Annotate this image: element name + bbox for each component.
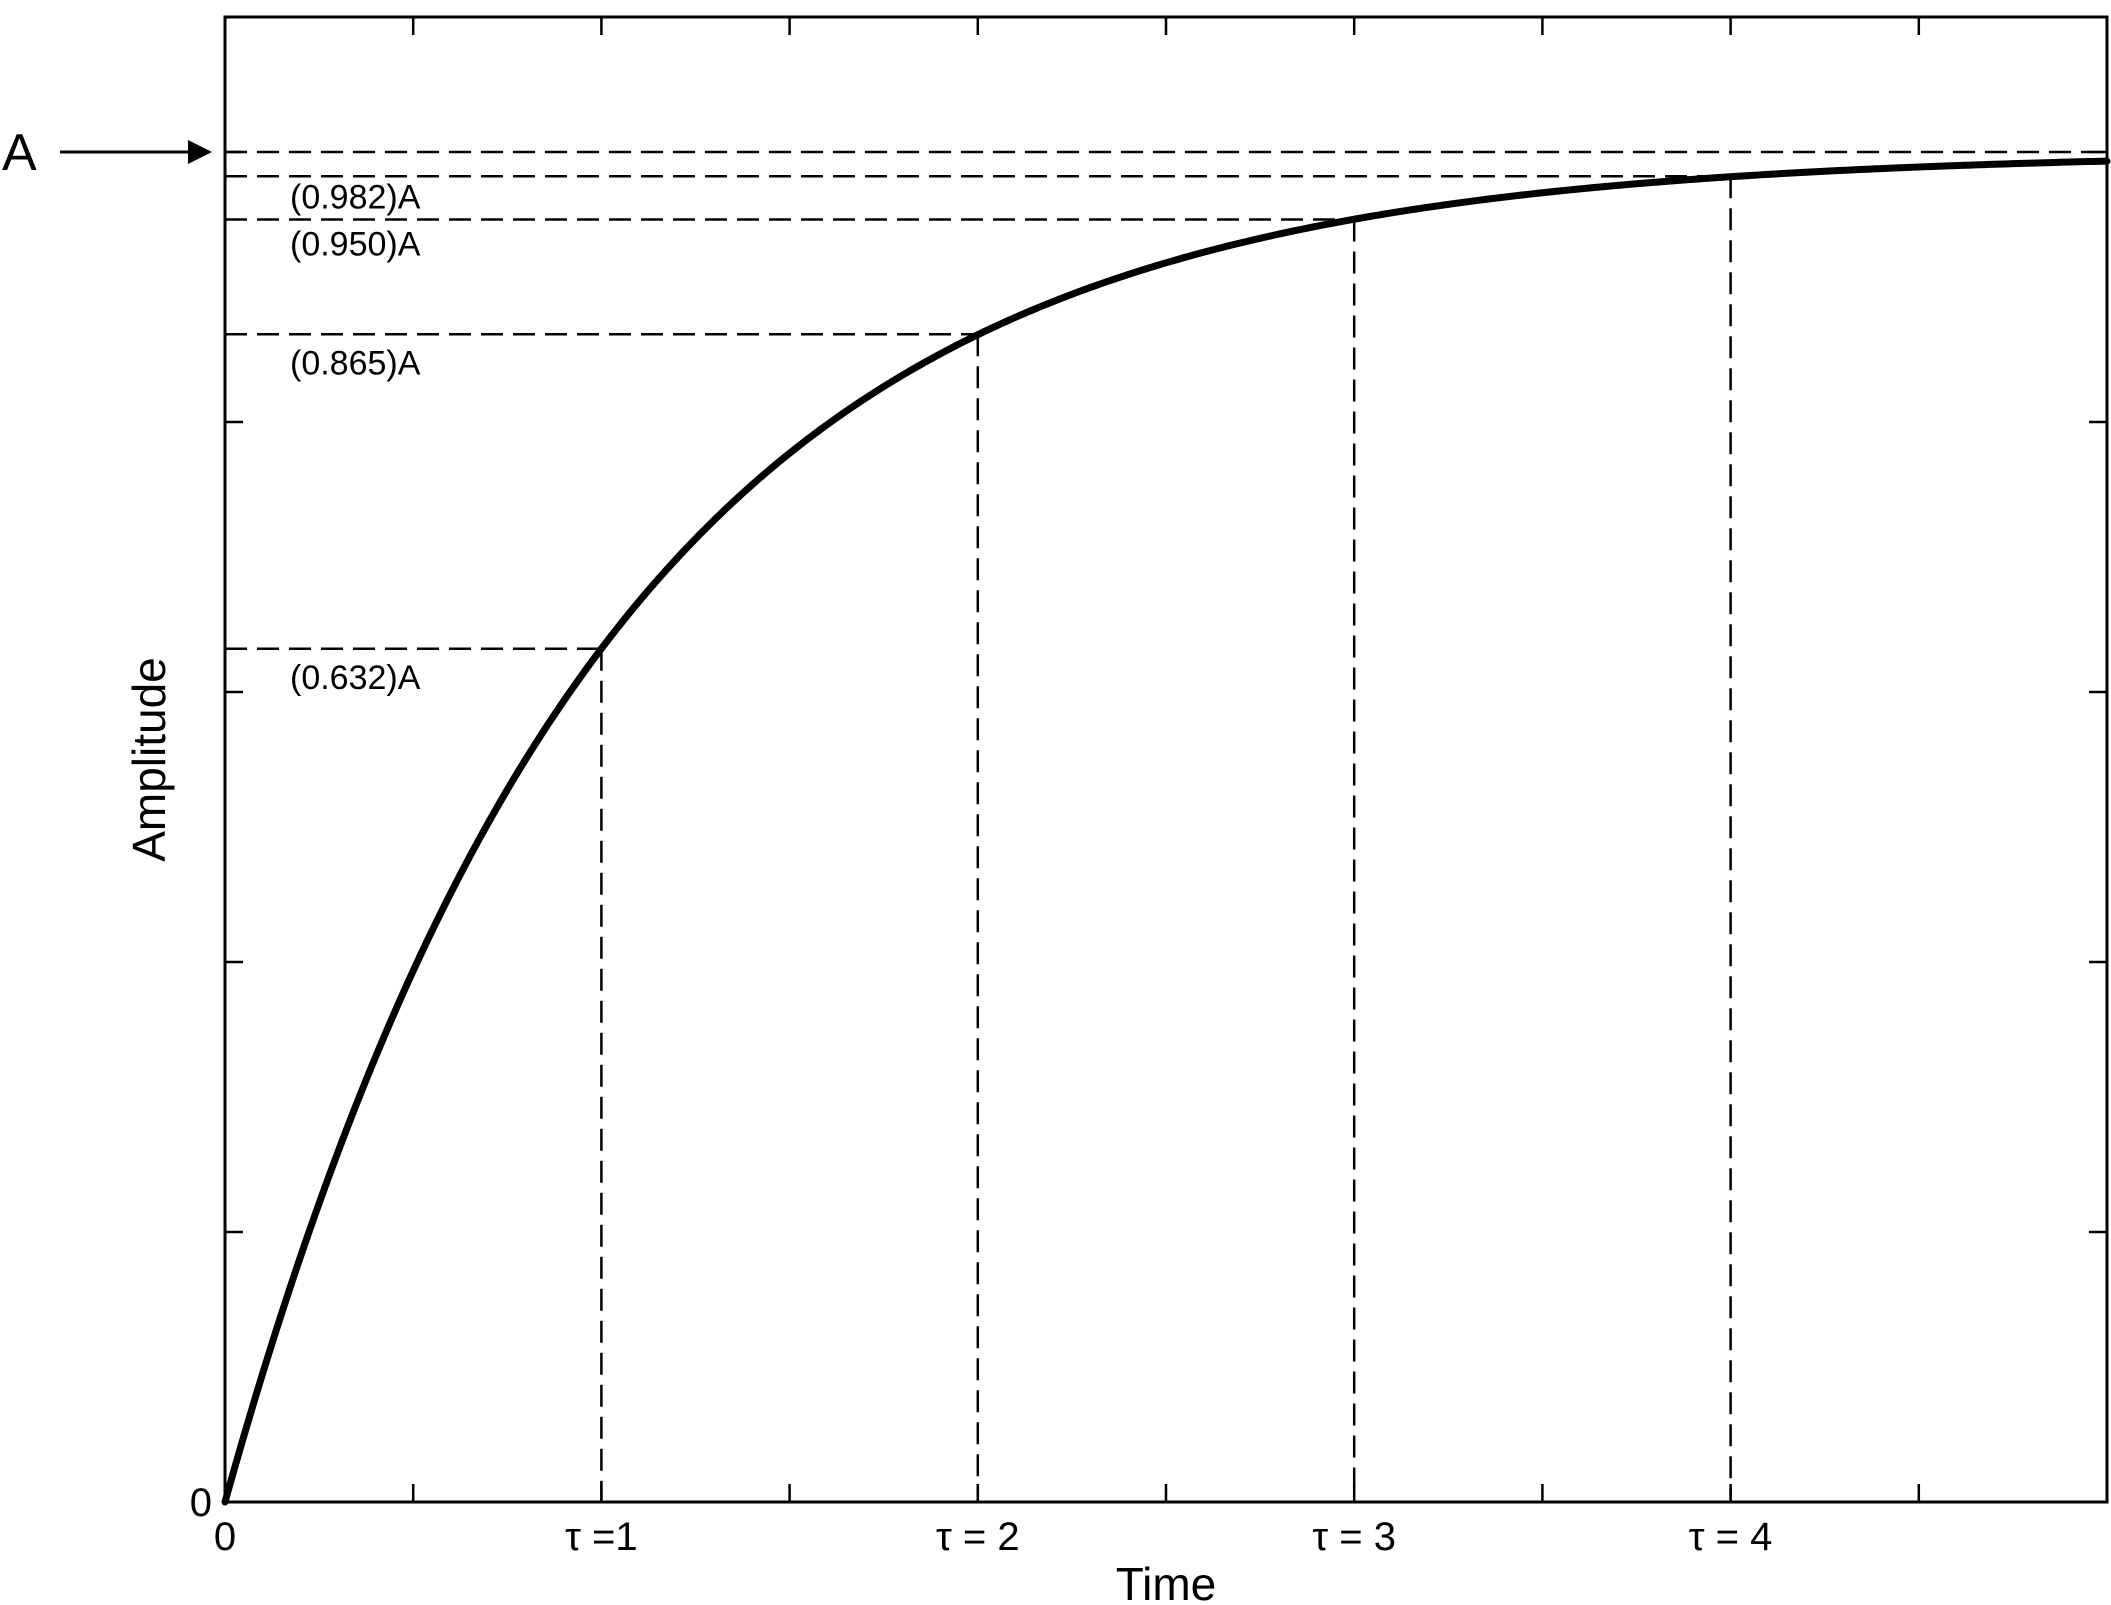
- asymptote-arrowhead: [188, 140, 212, 164]
- guide-lines: [225, 150, 2107, 1502]
- x-tick-label: τ = 3: [1312, 1515, 1396, 1559]
- x-tick-label: τ = 4: [1689, 1515, 1773, 1559]
- x-tick-labels: 0 τ =1 τ = 2 τ = 3 τ = 4: [214, 1515, 1773, 1559]
- x-tick-label: 0: [214, 1515, 236, 1559]
- asymptote-label: A: [2, 124, 37, 182]
- annotation-label: (0.865)A: [290, 344, 421, 382]
- annotation-labels: (0.632)A (0.865)A (0.950)A (0.982)A: [290, 178, 421, 697]
- plot-frame: [223, 15, 2109, 1504]
- annotation-label: (0.632)A: [290, 659, 421, 697]
- response-curve: [221, 157, 2111, 1506]
- annotation-label: (0.950)A: [290, 226, 421, 264]
- y-axis-title: Amplitude: [123, 657, 175, 862]
- y-origin-label: 0: [190, 1481, 212, 1525]
- x-axis-title: Time: [1116, 1558, 1217, 1605]
- x-tick-label: τ = 2: [936, 1515, 1020, 1559]
- axis-ticks: [225, 17, 2107, 1502]
- annotation-label: (0.982)A: [290, 178, 421, 216]
- x-tick-label: τ =1: [565, 1515, 638, 1559]
